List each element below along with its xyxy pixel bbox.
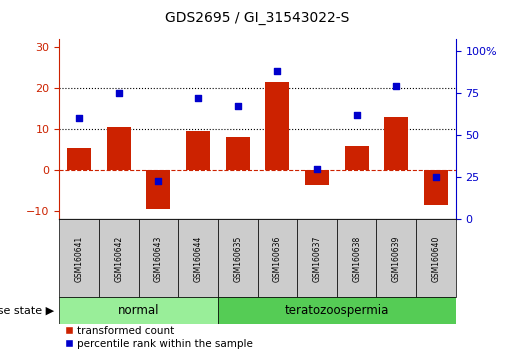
Bar — [218, 297, 456, 324]
Bar — [178, 219, 218, 297]
Bar — [265, 82, 289, 170]
Bar — [99, 219, 139, 297]
Text: GSM160641: GSM160641 — [75, 235, 83, 281]
Text: GSM160639: GSM160639 — [392, 235, 401, 282]
Bar — [59, 219, 99, 297]
Point — [114, 90, 123, 96]
Bar — [139, 219, 178, 297]
Text: disease state ▶: disease state ▶ — [0, 306, 54, 316]
Text: GSM160640: GSM160640 — [432, 235, 440, 282]
Point — [432, 175, 440, 180]
Point — [273, 68, 281, 74]
Bar — [345, 145, 369, 170]
Text: GSM160644: GSM160644 — [194, 235, 202, 282]
Point — [154, 178, 163, 183]
Bar — [424, 170, 448, 205]
Bar — [59, 297, 218, 324]
Point — [352, 112, 360, 118]
Point — [75, 115, 83, 121]
Text: GSM160637: GSM160637 — [313, 235, 321, 282]
Bar — [107, 127, 131, 170]
Text: GSM160636: GSM160636 — [273, 235, 282, 282]
Point — [392, 83, 401, 89]
Bar — [297, 219, 337, 297]
Text: GSM160635: GSM160635 — [233, 235, 242, 282]
Bar — [305, 170, 329, 184]
Bar — [258, 219, 297, 297]
Bar — [384, 117, 408, 170]
Text: GSM160638: GSM160638 — [352, 235, 361, 281]
Point — [234, 104, 242, 109]
Text: normal: normal — [118, 304, 159, 317]
Bar — [67, 148, 91, 170]
Text: GSM160643: GSM160643 — [154, 235, 163, 282]
Text: GSM160642: GSM160642 — [114, 235, 123, 281]
Text: teratozoospermia: teratozoospermia — [285, 304, 389, 317]
Legend: transformed count, percentile rank within the sample: transformed count, percentile rank withi… — [64, 326, 253, 349]
Bar — [218, 219, 258, 297]
Text: GDS2695 / GI_31543022-S: GDS2695 / GI_31543022-S — [165, 11, 350, 25]
Bar — [416, 219, 456, 297]
Point — [313, 166, 321, 172]
Bar — [337, 219, 376, 297]
Point — [194, 95, 202, 101]
Bar — [146, 170, 170, 209]
Bar — [226, 137, 250, 170]
Bar — [376, 219, 416, 297]
Bar — [186, 131, 210, 170]
